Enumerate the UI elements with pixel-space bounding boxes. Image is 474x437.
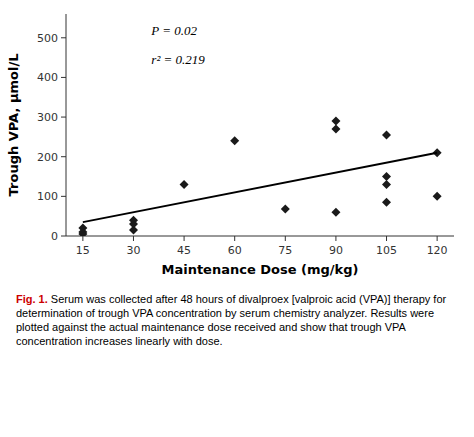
scatter-point xyxy=(281,205,290,214)
scatter-point xyxy=(331,117,340,126)
scatter-point xyxy=(331,124,340,133)
x-tick xyxy=(386,236,387,241)
y-tick-label: 200 xyxy=(37,151,58,164)
x-tick xyxy=(133,236,134,241)
scatter-point xyxy=(180,180,189,189)
x-axis xyxy=(66,236,454,237)
x-tick-label: 45 xyxy=(177,244,191,257)
x-tick xyxy=(285,236,286,241)
annotation: r² = 0.219 xyxy=(151,52,205,67)
x-tick xyxy=(437,236,438,241)
x-tick-label: 30 xyxy=(126,244,140,257)
y-tick xyxy=(61,37,66,38)
y-tick-label: 0 xyxy=(51,230,58,243)
scatter-point xyxy=(230,136,239,145)
x-tick-label: 15 xyxy=(76,244,90,257)
x-tick-label: 60 xyxy=(228,244,242,257)
scatter-point xyxy=(382,180,391,189)
scatter-point xyxy=(331,208,340,217)
x-tick-label: 90 xyxy=(329,244,343,257)
x-tick xyxy=(234,236,235,241)
y-axis xyxy=(66,14,67,236)
scatter-point xyxy=(433,192,442,201)
scatter-point xyxy=(129,216,138,225)
caption: Fig. 1. Serum was collected after 48 hou… xyxy=(16,292,456,348)
scatter-point xyxy=(78,224,87,233)
y-tick xyxy=(61,117,66,118)
x-tick xyxy=(184,236,185,241)
y-tick xyxy=(61,77,66,78)
caption-text: Serum was collected after 48 hours of di… xyxy=(16,293,449,347)
annotation: P = 0.02 xyxy=(150,23,197,38)
y-tick xyxy=(61,236,66,237)
y-tick-label: 100 xyxy=(37,190,58,203)
scatter-point xyxy=(382,172,391,181)
regression-line xyxy=(83,153,437,222)
y-tick xyxy=(61,196,66,197)
scatter-point xyxy=(382,198,391,207)
scatter-point xyxy=(382,130,391,139)
x-tick-label: 75 xyxy=(278,244,292,257)
caption-label: Fig. 1. xyxy=(16,293,48,305)
x-tick-label: 120 xyxy=(427,244,448,257)
y-tick xyxy=(61,156,66,157)
x-tick-label: 105 xyxy=(376,244,397,257)
y-tick-label: 500 xyxy=(37,32,58,45)
y-tick-label: 400 xyxy=(37,71,58,84)
y-tick-label: 300 xyxy=(37,111,58,124)
y-axis-label: Trough VPA, μmol/L xyxy=(6,54,21,197)
plot-area xyxy=(78,117,441,236)
x-tick xyxy=(335,236,336,241)
x-tick xyxy=(82,236,83,241)
x-axis-label: Maintenance Dose (mg/kg) xyxy=(161,262,358,277)
